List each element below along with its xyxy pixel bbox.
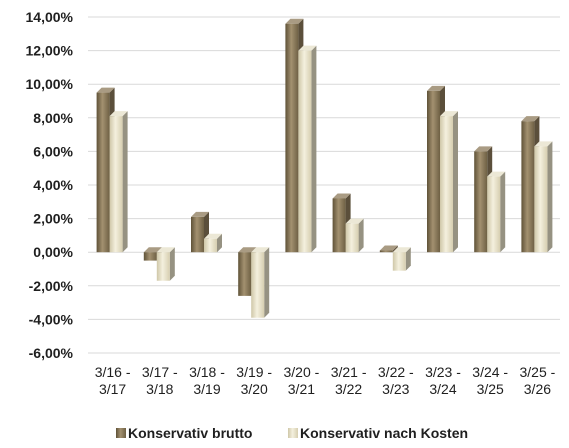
- x-tick-label: 3/25: [477, 381, 504, 397]
- legend: Konservativ brutto Konservativ nach Koste…: [116, 425, 468, 441]
- x-tick-label: 3/21 -: [331, 364, 367, 380]
- y-tick-label: -6,00%: [29, 345, 74, 361]
- y-tick-label: 2,00%: [33, 211, 73, 227]
- y-tick-label: 10,00%: [26, 76, 74, 92]
- bar-nach-kosten: [251, 247, 270, 318]
- bars: [96, 18, 553, 318]
- x-tick-label: 3/17 -: [142, 364, 178, 380]
- x-tick-label: 3/18: [146, 381, 173, 397]
- y-tick-label: -2,00%: [29, 278, 74, 294]
- legend-label: Konservativ nach Kosten: [300, 425, 468, 441]
- y-tick-label: -4,00%: [29, 311, 74, 327]
- y-axis-tick-labels: 14,00% 12,00% 10,00% 8,00% 6,00% 4,00% 2,00% 0,…: [26, 9, 74, 361]
- legend-item: Konservativ nach Kosten: [288, 425, 468, 441]
- bar-nach-kosten: [440, 111, 458, 253]
- bar-nach-kosten: [109, 111, 128, 253]
- bar-nach-kosten: [487, 171, 506, 253]
- x-tick-label: 3/18 -: [189, 364, 225, 380]
- bar-nach-kosten: [534, 141, 553, 253]
- x-tick-label: 3/24: [429, 381, 456, 397]
- x-tick-label: 3/22 -: [378, 364, 414, 380]
- bar-nach-kosten: [392, 247, 411, 271]
- x-tick-label: 3/23 -: [425, 364, 461, 380]
- x-tick-label: 3/25 -: [519, 364, 555, 380]
- x-tick-label: 3/26: [524, 381, 551, 397]
- bar-nach-kosten: [204, 233, 222, 253]
- y-tick-label: 4,00%: [33, 177, 73, 193]
- x-tick-label: 3/24 -: [472, 364, 508, 380]
- bar-nach-kosten: [345, 218, 364, 253]
- gridlines: [88, 16, 560, 354]
- x-tick-label: 3/17: [99, 381, 126, 397]
- x-tick-label: 3/20 -: [283, 364, 319, 380]
- x-tick-label: 3/22: [335, 381, 362, 397]
- y-tick-label: 8,00%: [33, 110, 73, 126]
- x-tick-label: 3/19 -: [236, 364, 272, 380]
- x-axis-tick-labels: 3/16 -3/173/17 -3/183/18 -3/193/19 -3/20…: [95, 364, 556, 397]
- legend-swatch: [116, 428, 126, 438]
- x-tick-label: 3/20: [241, 381, 268, 397]
- y-tick-label: 14,00%: [26, 9, 74, 25]
- bar-nach-kosten: [298, 45, 317, 253]
- legend-label: Konservativ brutto: [128, 425, 252, 441]
- bar-brutto: [379, 245, 398, 253]
- y-tick-label: 0,00%: [33, 244, 73, 260]
- x-tick-label: 3/21: [288, 381, 315, 397]
- legend-item: Konservativ brutto: [116, 425, 252, 441]
- x-tick-label: 3/19: [193, 381, 220, 397]
- bar-nach-kosten: [156, 247, 175, 281]
- y-tick-label: 12,00%: [26, 43, 74, 59]
- x-tick-label: 3/16 -: [95, 364, 131, 380]
- y-tick-label: 6,00%: [33, 143, 73, 159]
- legend-swatch: [288, 428, 298, 438]
- x-tick-label: 3/23: [382, 381, 409, 397]
